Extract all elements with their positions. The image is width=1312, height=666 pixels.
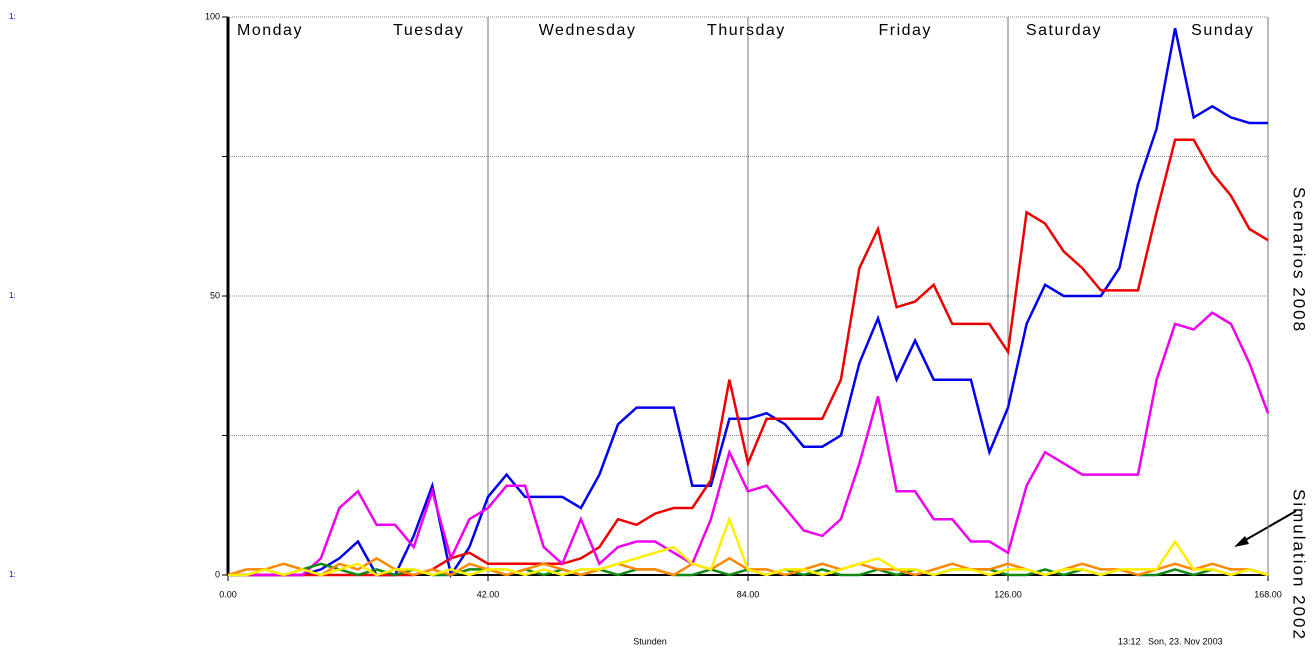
day-label: Thursday <box>707 22 786 39</box>
day-label: Monday <box>237 22 303 39</box>
day-label: Wednesday <box>539 22 637 39</box>
x-tick-label: 84.00 <box>737 589 760 599</box>
y-tick-label: 0 <box>215 569 220 579</box>
series-line <box>228 515 1269 577</box>
scale-marker: 1: <box>9 570 16 579</box>
scale-marker: 1: <box>9 291 16 300</box>
y-tick-label: 50 <box>210 290 220 300</box>
x-axis-label: Stunden <box>633 636 667 646</box>
day-label: Friday <box>878 22 931 39</box>
day-label: Tuesday <box>393 22 464 39</box>
series-line <box>228 138 1269 577</box>
x-tick-label: 126.00 <box>994 589 1022 599</box>
x-tick-label: 42.00 <box>477 589 500 599</box>
y-tick-label: 100 <box>205 11 220 21</box>
series-line <box>228 27 1268 579</box>
x-tick-label: 0.00 <box>219 589 237 599</box>
annotation: Scenarios 2008 <box>1290 187 1309 333</box>
arrow-head <box>1234 536 1249 547</box>
day-label: Saturday <box>1026 22 1102 39</box>
arrow <box>1241 510 1297 543</box>
annotation: Simulation 2002 <box>1290 489 1309 641</box>
series-line <box>228 311 1270 577</box>
scale-marker: 1: <box>9 12 16 21</box>
x-tick-label: 168.00 <box>1254 589 1282 599</box>
timestamp: 13:12 Son, 23. Nov 2003 <box>1118 636 1223 646</box>
day-label: Sunday <box>1191 22 1254 39</box>
